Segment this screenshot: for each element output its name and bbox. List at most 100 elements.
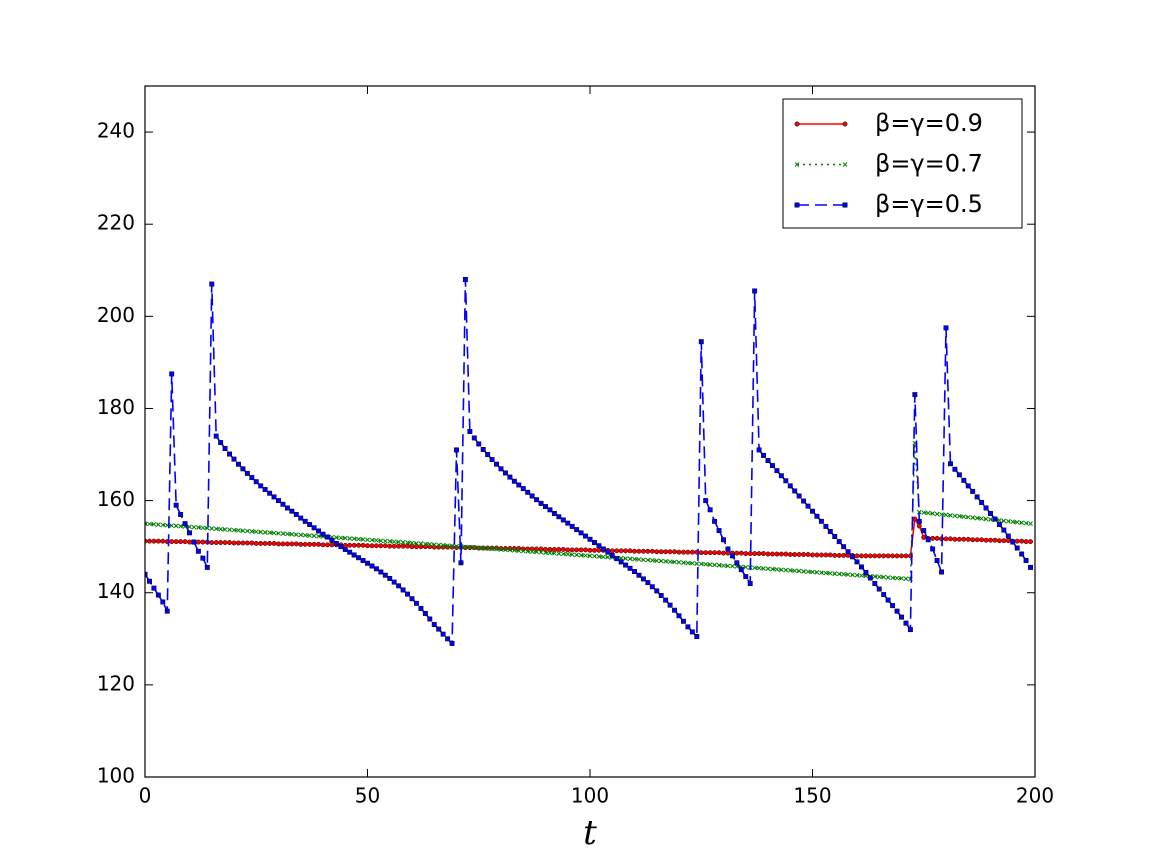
point (155, 592, 161, 598)
point (796, 493, 802, 499)
point (712, 550, 718, 556)
point (551, 546, 557, 552)
point (983, 505, 989, 511)
point (707, 550, 713, 556)
point (810, 569, 815, 575)
point (761, 566, 766, 571)
point (271, 530, 277, 536)
point (663, 549, 669, 555)
point (778, 551, 784, 557)
point (774, 468, 780, 474)
point (147, 578, 152, 584)
point (449, 543, 455, 549)
point (716, 550, 722, 556)
point (298, 532, 304, 538)
y-tick-label: 180 (97, 395, 135, 419)
point (302, 532, 308, 538)
point (365, 537, 370, 543)
point (503, 547, 508, 553)
point (956, 472, 962, 478)
point (765, 566, 771, 572)
point (952, 466, 958, 472)
point (925, 537, 931, 543)
point (284, 541, 290, 547)
point (787, 552, 793, 557)
point (249, 540, 255, 546)
point (752, 288, 758, 294)
point (939, 512, 944, 517)
point (529, 493, 535, 499)
point (1019, 538, 1025, 544)
point (271, 494, 277, 500)
point (280, 531, 286, 536)
point (778, 567, 784, 573)
point (832, 552, 838, 558)
point (462, 277, 468, 282)
point (534, 549, 539, 555)
point (783, 551, 789, 557)
point (716, 562, 722, 568)
point (685, 549, 691, 555)
point (271, 540, 277, 546)
point (325, 534, 330, 540)
point (1014, 538, 1020, 544)
point (618, 559, 624, 565)
point (859, 564, 864, 570)
point (1014, 519, 1020, 525)
y-tick-label: 220 (97, 211, 135, 235)
series (145, 277, 1033, 646)
point (672, 549, 677, 555)
point (347, 549, 353, 555)
point (565, 520, 571, 526)
point (965, 536, 971, 542)
point (721, 550, 726, 556)
point (405, 540, 410, 546)
point (213, 540, 219, 545)
point (805, 552, 811, 557)
point (329, 537, 335, 543)
point (979, 516, 984, 521)
point (819, 570, 824, 576)
point (899, 576, 904, 581)
point (489, 546, 495, 552)
point (965, 483, 971, 489)
point (338, 544, 344, 550)
point (930, 511, 936, 516)
point (583, 547, 588, 553)
point (658, 558, 664, 564)
legend-marker (794, 202, 800, 208)
point (894, 553, 900, 559)
point (556, 551, 562, 556)
point (698, 550, 704, 556)
point (178, 539, 184, 545)
point (716, 528, 722, 533)
point (867, 553, 873, 559)
point (520, 548, 526, 554)
point (222, 446, 228, 451)
point (196, 525, 201, 530)
point (347, 536, 353, 541)
point (222, 527, 228, 532)
point (227, 451, 233, 457)
point (458, 560, 464, 566)
point (961, 514, 967, 520)
point (329, 542, 335, 548)
point (400, 587, 406, 593)
point (934, 535, 940, 541)
point (663, 559, 669, 564)
point (863, 570, 869, 575)
point (418, 541, 424, 546)
point (823, 552, 829, 558)
point (614, 548, 620, 554)
point (574, 552, 580, 558)
point (445, 636, 451, 642)
point (672, 607, 677, 613)
point (507, 547, 513, 553)
point (391, 579, 397, 585)
point (360, 558, 366, 563)
point (996, 522, 1002, 528)
point (236, 461, 241, 467)
point (689, 629, 695, 635)
point (872, 581, 878, 586)
legend-label: β=γ=0.9 (875, 109, 983, 137)
